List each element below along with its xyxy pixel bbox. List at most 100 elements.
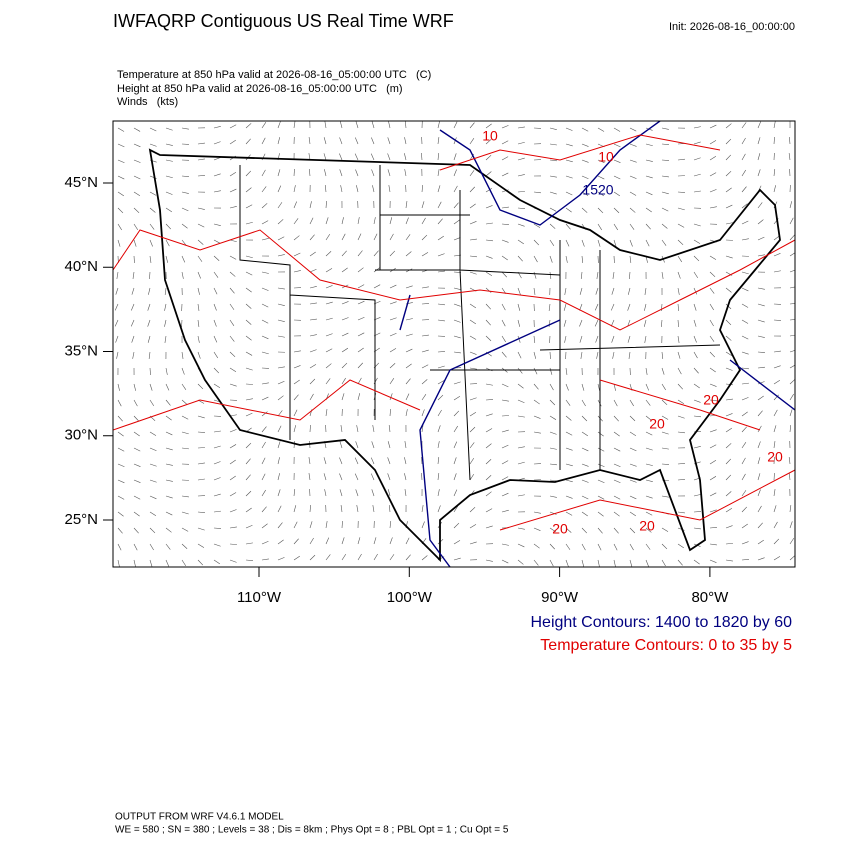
- wind-barb: [581, 431, 589, 437]
- wind-barb: [293, 270, 301, 273]
- wind-barb: [469, 442, 475, 449]
- wind-barb: [661, 383, 666, 391]
- wind-barb: [709, 206, 717, 209]
- wind-barb: [293, 185, 296, 193]
- wind-barb: [501, 172, 509, 177]
- wind-barb: [549, 255, 553, 263]
- wind-barb: [133, 191, 141, 197]
- wind-barb: [501, 206, 509, 209]
- wind-barb: [405, 393, 410, 401]
- wind-barb: [501, 239, 509, 243]
- wind-barb: [437, 489, 440, 497]
- wind-barb: [757, 473, 761, 481]
- wind-barb: [453, 381, 461, 385]
- wind-barb: [421, 394, 427, 401]
- wind-barb: [133, 431, 140, 437]
- wind-barb: [309, 318, 317, 321]
- wind-barb: [725, 542, 733, 545]
- wind-barb: [469, 138, 475, 145]
- wind-barb: [580, 351, 583, 359]
- wind-barb: [485, 525, 493, 529]
- wind-barb: [437, 137, 440, 145]
- wind-barb: [117, 399, 122, 407]
- lon-tick-label: 80°W: [691, 589, 729, 606]
- wind-barb: [549, 479, 557, 482]
- wind-barb: [149, 191, 157, 196]
- wind-barb: [677, 287, 680, 295]
- contour-labels: 10 10 1520 20 20 20 20 20: [482, 128, 783, 537]
- wind-barb: [757, 539, 764, 545]
- wind-barb: [325, 333, 333, 337]
- wind-barb: [517, 191, 525, 193]
- wind-barb: [421, 153, 423, 161]
- wind-barb: [597, 207, 604, 214]
- wind-barb: [549, 175, 557, 178]
- wind-barb: [245, 221, 253, 225]
- wind-barb: [245, 170, 252, 177]
- wind-barb: [757, 410, 763, 417]
- wind-barb: [485, 187, 493, 193]
- wind-barb: [533, 543, 540, 549]
- wind-barb: [357, 217, 360, 225]
- lat-tick-label: 25°N: [64, 511, 98, 528]
- wind-barb: [773, 521, 778, 529]
- wind-barb: [469, 473, 475, 481]
- wind-barb: [197, 335, 200, 343]
- wind-barb: [149, 239, 153, 247]
- wind-barb: [132, 271, 135, 279]
- wind-barb: [709, 383, 717, 387]
- wind-barb: [229, 559, 237, 563]
- wind-barb: [485, 508, 493, 513]
- wind-barb: [389, 521, 392, 529]
- wind-barb: [453, 169, 457, 177]
- contour-label: 20: [552, 521, 568, 537]
- wind-barb: [581, 559, 585, 567]
- wind-barb: [197, 158, 205, 161]
- wind-barb: [149, 367, 151, 376]
- wind-barb: [372, 505, 375, 513]
- wind-barb: [389, 348, 397, 353]
- wind-barb: [517, 207, 525, 210]
- wind-barb: [741, 351, 749, 355]
- wind-barb: [389, 217, 393, 225]
- wind-barb: [293, 394, 299, 401]
- wind-barb: [693, 415, 701, 418]
- wind-barb: [595, 335, 599, 343]
- wind-barb: [370, 153, 375, 161]
- wind-barb: [579, 319, 583, 327]
- wind-barb: [117, 431, 124, 437]
- wind-barb: [611, 287, 615, 295]
- wind-barb: [789, 350, 795, 353]
- wind-barb: [229, 543, 237, 545]
- wind-barb: [245, 524, 253, 529]
- lon-tick-label: 100°W: [387, 589, 433, 606]
- wind-barb: [213, 510, 221, 513]
- wind-barb: [293, 252, 301, 257]
- wind-barb: [725, 335, 732, 341]
- wind-barb: [133, 511, 140, 517]
- wind-barb: [165, 191, 173, 195]
- wind-barb: [661, 543, 668, 550]
- wind-barb: [117, 511, 124, 517]
- wind-barb: [773, 169, 776, 177]
- wind-barb: [197, 207, 205, 210]
- title: IWFAQRP Contiguous US Real Time WRF: [113, 11, 454, 31]
- wind-barb: [533, 559, 539, 566]
- wind-barb: [645, 143, 653, 147]
- wind-barb: [229, 429, 237, 433]
- wind-barb: [661, 399, 668, 406]
- wind-barb: [341, 250, 347, 257]
- wind-barb: [197, 431, 206, 433]
- wind-barb: [293, 201, 297, 209]
- wind-barb: [405, 348, 413, 353]
- wind-barb: [789, 537, 795, 545]
- wind-barb: [594, 303, 599, 311]
- wind-barb: [197, 527, 205, 531]
- wind-barb: [709, 319, 714, 327]
- wind-barb: [629, 447, 637, 452]
- wind-barb: [277, 366, 285, 369]
- wind-barb: [597, 511, 604, 517]
- wind-barb: [197, 175, 205, 177]
- wind-barb: [404, 441, 407, 449]
- wind-barb: [325, 317, 333, 321]
